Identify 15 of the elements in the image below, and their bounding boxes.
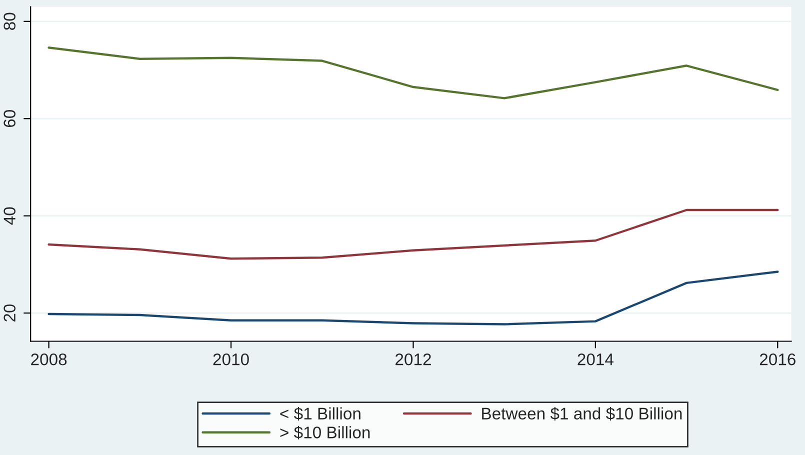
legend-label: < $1 Billion [280,407,360,420]
x-tick-label: 2008 [31,353,67,366]
line-series [48,270,779,326]
y-tick-label: 40 [4,207,16,225]
x-tick-label: 2012 [396,353,431,366]
y-tick-label: 20 [4,304,16,322]
line-series [48,208,779,260]
legend-label: > $10 Billion [280,426,370,440]
x-tick-label: 2014 [578,353,614,366]
x-tick-label: 2016 [760,353,796,366]
x-tick-label: 2010 [213,353,249,366]
legend-label: Between $1 and $10 Billion [482,407,682,420]
line-series [48,46,779,100]
y-tick-label: 60 [4,110,16,128]
y-tick-label: 80 [4,12,16,30]
